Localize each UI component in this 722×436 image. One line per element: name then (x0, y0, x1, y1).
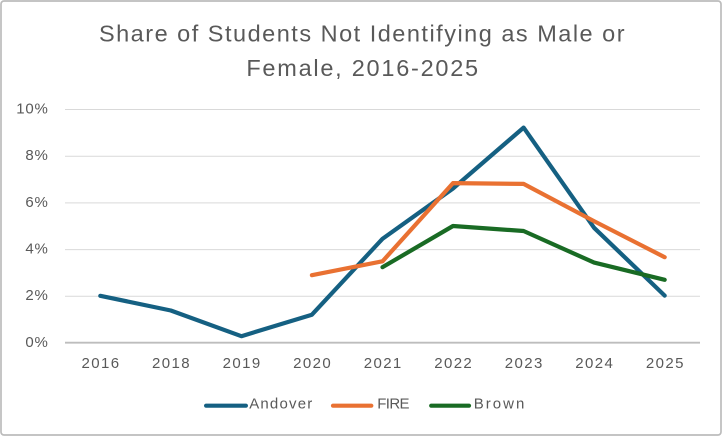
svg-text:2024: 2024 (575, 355, 614, 372)
svg-text:2016: 2016 (82, 355, 121, 372)
svg-text:2021: 2021 (364, 355, 403, 372)
svg-text:2022: 2022 (434, 355, 473, 372)
svg-text:2%: 2% (25, 287, 48, 304)
svg-text:2020: 2020 (293, 355, 332, 372)
svg-text:2019: 2019 (223, 355, 262, 372)
svg-text:FIRE: FIRE (377, 396, 409, 413)
svg-text:2025: 2025 (646, 355, 685, 372)
svg-text:Share of Students Not Identify: Share of Students Not Identifying as Mal… (99, 21, 626, 47)
svg-text:Andover: Andover (249, 396, 313, 413)
svg-text:Brown: Brown (474, 396, 527, 413)
svg-text:6%: 6% (25, 194, 48, 211)
svg-text:2018: 2018 (152, 355, 191, 372)
svg-text:8%: 8% (25, 147, 48, 164)
svg-text:Female, 2016-2025: Female, 2016-2025 (246, 55, 480, 81)
svg-text:0%: 0% (25, 334, 48, 351)
svg-text:10%: 10% (16, 100, 48, 117)
svg-text:4%: 4% (25, 241, 48, 258)
svg-text:2023: 2023 (505, 355, 544, 372)
